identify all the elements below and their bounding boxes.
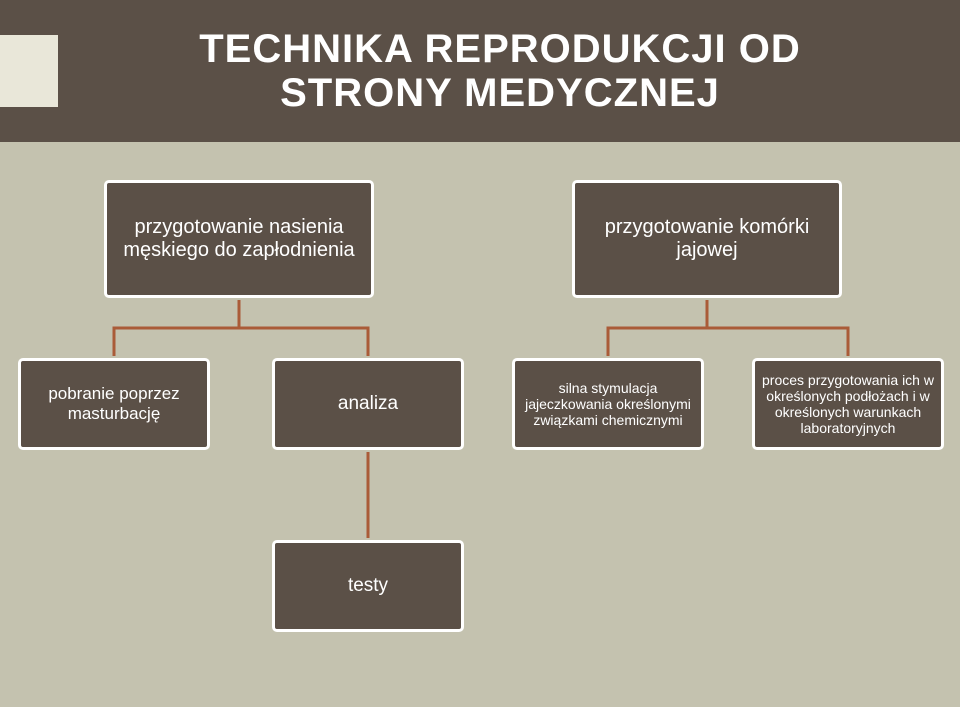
page-title: TECHNIKA REPRODUKCJI OD STRONY MEDYCZNEJ bbox=[159, 27, 801, 115]
chart-node-top_left: przygotowanie nasienia męskiego do zapło… bbox=[104, 180, 374, 298]
chart-node-mid_2: analiza bbox=[272, 358, 464, 450]
chart-node-bottom: testy bbox=[272, 540, 464, 632]
title-line-1: TECHNIKA REPRODUKCJI OD bbox=[199, 27, 801, 71]
chart-edge bbox=[114, 300, 239, 356]
title-line-2: STRONY MEDYCZNEJ bbox=[280, 71, 720, 115]
chart-edge bbox=[707, 300, 848, 356]
title-bar: TECHNIKA REPRODUKCJI OD STRONY MEDYCZNEJ bbox=[0, 0, 960, 142]
title-side-tab bbox=[0, 35, 58, 107]
chart-node-mid_1: pobranie poprzez masturbację bbox=[18, 358, 210, 450]
chart-node-mid_3: silna stymulacja jajeczkowania określony… bbox=[512, 358, 704, 450]
chart-node-top_right: przygotowanie komórki jajowej bbox=[572, 180, 842, 298]
chart-edge bbox=[239, 300, 368, 356]
chart-node-mid_4: proces przygotowania ich w określonych p… bbox=[752, 358, 944, 450]
org-chart: przygotowanie nasienia męskiego do zapło… bbox=[0, 142, 960, 707]
chart-edge bbox=[608, 300, 707, 356]
